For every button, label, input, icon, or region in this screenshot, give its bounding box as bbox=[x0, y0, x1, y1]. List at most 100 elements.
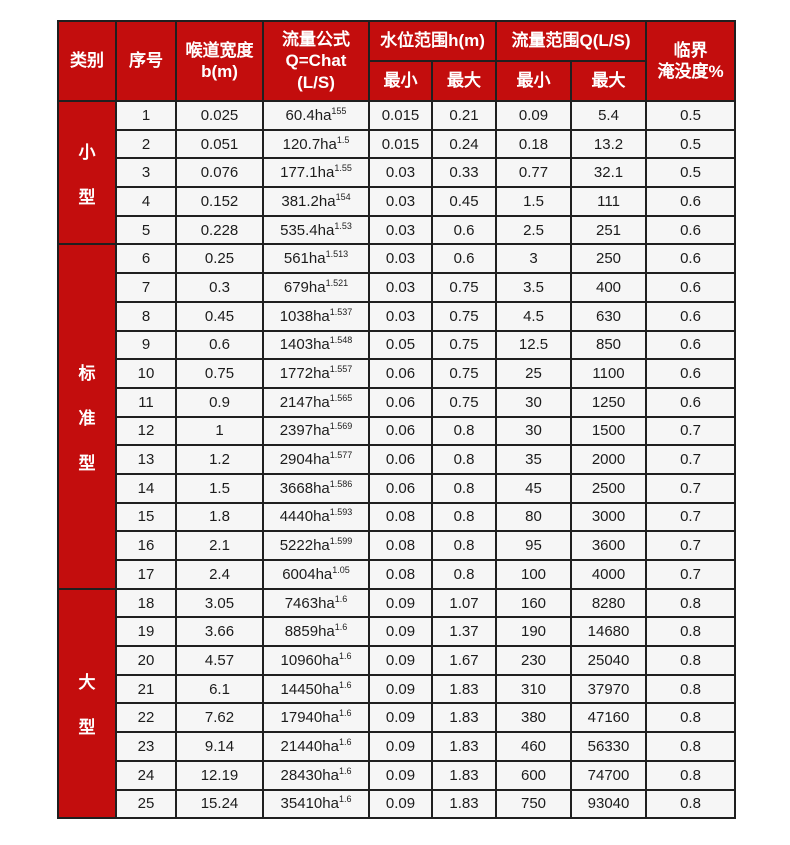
cell-throat-width: 12.19 bbox=[175, 759, 264, 791]
category-cell: 大型 bbox=[57, 587, 117, 820]
cell-level-min: 0.06 bbox=[368, 386, 433, 418]
critical-line1: 临界 bbox=[673, 40, 708, 60]
cell-formula: 381.2ha154 bbox=[262, 186, 370, 217]
cell-serial: 5 bbox=[115, 214, 177, 246]
category-cell: 小型 bbox=[57, 99, 117, 246]
cell-flow-max: 3600 bbox=[570, 530, 648, 561]
formula-exponent: 1.6 bbox=[338, 765, 352, 776]
formula-exponent: 1.593 bbox=[329, 507, 353, 518]
cell-flow-max: 111 bbox=[570, 186, 648, 217]
formula-base: 8859ha bbox=[284, 623, 335, 641]
cell-formula: 561ha1.513 bbox=[262, 243, 370, 275]
cell-serial: 16 bbox=[115, 530, 177, 561]
cell-throat-width: 6.1 bbox=[175, 673, 264, 705]
cell-flow-max: 4000 bbox=[570, 559, 648, 590]
cell-serial: 22 bbox=[115, 702, 177, 734]
table-row: 9 0.6 1403ha1.548 0.05 0.75 12.5 850 0.6 bbox=[58, 329, 737, 361]
formula-base: 17940ha bbox=[280, 709, 339, 727]
cell-flow-min: 25 bbox=[495, 358, 573, 389]
cell-level-max: 0.8 bbox=[430, 415, 498, 447]
cell-level-max: 1.37 bbox=[430, 616, 498, 648]
cell-serial: 20 bbox=[115, 645, 177, 676]
cell-formula: 10960ha1.6 bbox=[262, 645, 370, 676]
formula-base: 177.1ha bbox=[280, 164, 335, 182]
cell-serial: 12 bbox=[115, 415, 177, 447]
cell-formula: 4440ha1.593 bbox=[262, 501, 370, 533]
table-row: 2 0.051 120.7ha1.5 0.015 0.24 0.18 13.2 0.5 bbox=[58, 128, 737, 160]
category-label: 标准型 bbox=[61, 359, 113, 474]
cell-serial: 3 bbox=[115, 157, 177, 189]
cell-flow-min: 0.77 bbox=[495, 157, 573, 189]
cell-submergence: 0.6 bbox=[645, 329, 737, 361]
cell-level-max: 0.6 bbox=[430, 243, 498, 275]
cell-flow-max: 1100 bbox=[570, 358, 648, 389]
cell-formula: 8859ha1.6 bbox=[262, 616, 370, 648]
formula-exponent: 1.5 bbox=[336, 134, 350, 145]
formula-exponent: 1.53 bbox=[334, 220, 352, 231]
cell-flow-max: 2000 bbox=[570, 444, 648, 475]
category-label: 大型 bbox=[61, 668, 113, 738]
formula-exponent: 1.565 bbox=[329, 392, 353, 403]
cell-flow-max: 1250 bbox=[570, 386, 648, 418]
cell-level-max: 0.8 bbox=[430, 472, 498, 504]
col-header-flow-min: 最小 bbox=[495, 60, 573, 102]
formula-exponent: 1.6 bbox=[338, 794, 352, 805]
formula-exponent: 1.586 bbox=[329, 478, 353, 489]
cell-throat-width: 2.1 bbox=[175, 530, 264, 561]
cell-throat-width: 0.076 bbox=[175, 157, 264, 189]
cell-serial: 6 bbox=[115, 243, 177, 275]
cell-flow-max: 93040 bbox=[570, 788, 648, 820]
cell-level-max: 0.8 bbox=[430, 501, 498, 533]
formula-exponent: 154 bbox=[335, 191, 351, 202]
cell-flow-min: 4.5 bbox=[495, 300, 573, 332]
cell-level-max: 0.6 bbox=[430, 214, 498, 246]
cell-flow-max: 13.2 bbox=[570, 128, 648, 160]
table-row: 12 1 2397ha1.569 0.06 0.8 30 1500 0.7 bbox=[58, 415, 737, 447]
category-char: 准 bbox=[78, 409, 96, 429]
cell-submergence: 0.8 bbox=[645, 587, 737, 619]
cell-throat-width: 1.5 bbox=[175, 472, 264, 504]
critical-line2: 淹没度% bbox=[657, 62, 724, 81]
category-char: 型 bbox=[78, 718, 96, 738]
formula-base: 10960ha bbox=[280, 651, 339, 669]
formula-exponent: 1.521 bbox=[325, 277, 349, 288]
cell-flow-min: 12.5 bbox=[495, 329, 573, 361]
cell-submergence: 0.6 bbox=[645, 186, 737, 217]
formula-exponent: 1.55 bbox=[334, 163, 352, 174]
cell-flow-min: 230 bbox=[495, 645, 573, 676]
col-header-level-min: 最小 bbox=[368, 60, 433, 102]
cell-flow-max: 630 bbox=[570, 300, 648, 332]
cell-formula: 2397ha1.569 bbox=[262, 415, 370, 447]
formula-line2: Q=Chat bbox=[285, 51, 347, 71]
formula-exponent: 1.577 bbox=[329, 450, 353, 461]
formula-base: 1772ha bbox=[279, 365, 330, 383]
cell-level-max: 0.8 bbox=[430, 559, 498, 590]
cell-serial: 21 bbox=[115, 673, 177, 705]
cell-flow-max: 1500 bbox=[570, 415, 648, 447]
formula-base: 2904ha bbox=[279, 451, 330, 469]
cell-throat-width: 0.3 bbox=[175, 272, 264, 303]
formula-base: 535.4ha bbox=[280, 221, 335, 239]
cell-serial: 18 bbox=[115, 587, 177, 619]
table-row: 23 9.14 21440ha1.6 0.09 1.83 460 56330 0.8 bbox=[58, 731, 737, 762]
cell-submergence: 0.6 bbox=[645, 243, 737, 275]
cell-level-min: 0.015 bbox=[368, 100, 433, 131]
cell-submergence: 0.8 bbox=[645, 673, 737, 705]
cell-serial: 2 bbox=[115, 128, 177, 160]
table-row: 20 4.57 10960ha1.6 0.09 1.67 230 25040 0.8 bbox=[58, 645, 737, 676]
cell-throat-width: 3.05 bbox=[175, 587, 264, 619]
cell-formula: 7463ha1.6 bbox=[262, 587, 370, 619]
cell-formula: 2904ha1.577 bbox=[262, 444, 370, 475]
formula-base: 4440ha bbox=[279, 508, 330, 526]
cell-throat-width: 0.228 bbox=[175, 214, 264, 246]
cell-level-max: 1.83 bbox=[430, 759, 498, 791]
cell-submergence: 0.6 bbox=[645, 386, 737, 418]
cell-level-min: 0.03 bbox=[368, 272, 433, 303]
cell-level-max: 1.67 bbox=[430, 645, 498, 676]
cell-submergence: 0.6 bbox=[645, 358, 737, 389]
cell-flow-min: 1.5 bbox=[495, 186, 573, 217]
cell-formula: 28430ha1.6 bbox=[262, 759, 370, 791]
formula-base: 561ha bbox=[283, 250, 326, 268]
formula-base: 28430ha bbox=[280, 766, 339, 784]
formula-base: 3668ha bbox=[279, 479, 330, 497]
